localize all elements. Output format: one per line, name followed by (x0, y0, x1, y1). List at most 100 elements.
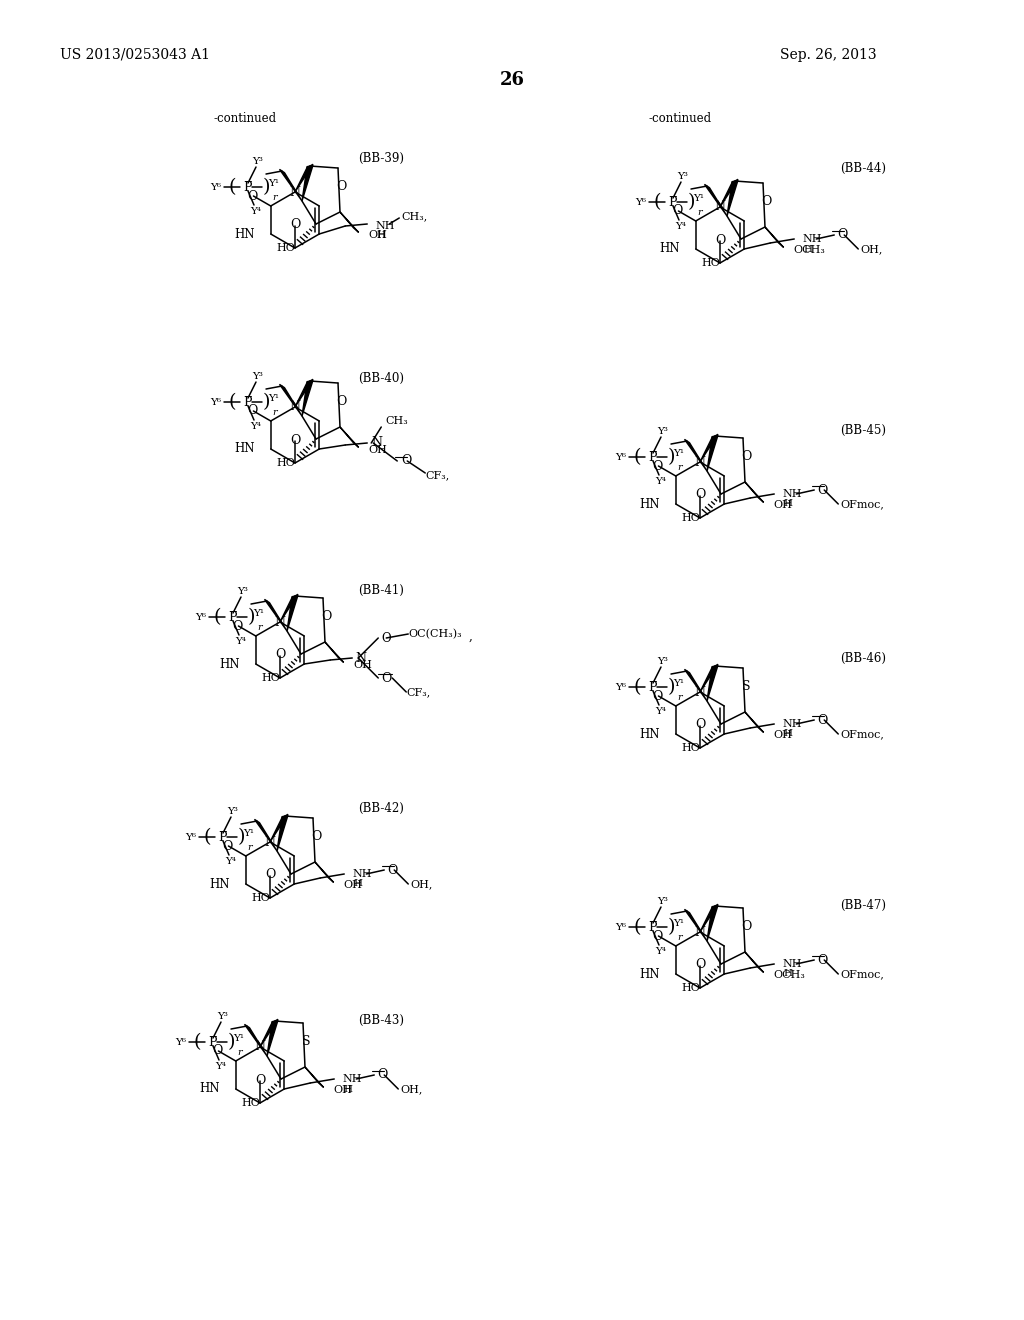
Text: Y¹: Y¹ (268, 393, 279, 403)
Text: O: O (838, 228, 848, 242)
Text: (: ( (203, 828, 211, 846)
Text: Y⁶: Y⁶ (211, 397, 221, 407)
Text: N: N (694, 455, 706, 469)
Text: O: O (761, 194, 771, 207)
Text: Y¹: Y¹ (243, 829, 254, 837)
Text: OFmoc,: OFmoc, (841, 499, 884, 510)
Text: (BB-45): (BB-45) (840, 424, 886, 437)
Text: OH: OH (368, 445, 387, 455)
Polygon shape (245, 1024, 267, 1056)
Text: Y⁴: Y⁴ (225, 857, 237, 866)
Text: (: ( (633, 917, 641, 936)
Text: N: N (715, 201, 725, 214)
Text: N: N (264, 836, 275, 849)
Text: ): ) (238, 828, 245, 846)
Text: O: O (381, 672, 391, 685)
Text: NH: NH (352, 869, 372, 879)
Text: O: O (695, 958, 706, 972)
Text: N: N (355, 652, 367, 664)
Text: OH: OH (773, 730, 792, 741)
Text: H: H (353, 879, 362, 888)
Text: (: ( (653, 193, 660, 211)
Text: H: H (344, 1085, 352, 1093)
Text: P: P (244, 396, 252, 408)
Polygon shape (280, 169, 302, 201)
Text: r: r (272, 408, 276, 417)
Text: O: O (232, 619, 243, 632)
Text: P: P (228, 611, 238, 623)
Text: Y⁴: Y⁴ (655, 477, 667, 486)
Text: HN: HN (234, 442, 255, 455)
Polygon shape (325, 642, 344, 663)
Text: NH: NH (342, 1074, 361, 1084)
Polygon shape (765, 227, 783, 247)
Text: P: P (219, 830, 227, 843)
Text: Y¹: Y¹ (233, 1034, 244, 1043)
Text: (: ( (633, 447, 641, 466)
Text: OCH₃: OCH₃ (793, 246, 825, 255)
Text: HO: HO (276, 458, 296, 469)
Polygon shape (720, 180, 738, 207)
Text: H: H (783, 730, 793, 738)
Polygon shape (684, 440, 707, 471)
Text: ): ) (668, 917, 675, 936)
Text: N: N (694, 685, 706, 698)
Text: O: O (247, 190, 258, 202)
Text: S: S (741, 680, 751, 693)
Text: HN: HN (639, 968, 659, 981)
Text: O: O (290, 433, 300, 446)
Text: (BB-43): (BB-43) (358, 1014, 404, 1027)
Text: N: N (255, 1040, 265, 1053)
Text: (BB-44): (BB-44) (840, 161, 886, 174)
Text: OH,: OH, (411, 879, 432, 888)
Text: O: O (817, 483, 827, 496)
Polygon shape (707, 906, 718, 941)
Text: (BB-39): (BB-39) (358, 152, 404, 165)
Text: r: r (677, 693, 682, 701)
Text: ): ) (668, 678, 675, 696)
Text: (BB-42): (BB-42) (358, 801, 403, 814)
Text: O: O (715, 234, 725, 247)
Text: Y³: Y³ (253, 371, 263, 380)
Polygon shape (700, 664, 718, 692)
Text: OH,: OH, (400, 1084, 423, 1094)
Text: ): ) (247, 609, 255, 626)
Text: OCH₃: OCH₃ (773, 970, 805, 979)
Text: P: P (649, 450, 657, 463)
Text: HO: HO (682, 983, 700, 993)
Polygon shape (302, 165, 313, 201)
Text: NH: NH (782, 960, 802, 969)
Text: HN: HN (234, 227, 255, 240)
Polygon shape (745, 482, 764, 503)
Text: H: H (783, 499, 793, 508)
Text: O: O (740, 920, 752, 932)
Text: ): ) (668, 447, 675, 466)
Text: O: O (212, 1044, 222, 1057)
Text: N: N (694, 925, 706, 939)
Polygon shape (302, 380, 313, 416)
Text: (BB-40): (BB-40) (358, 371, 404, 384)
Text: Y³: Y³ (238, 586, 249, 595)
Text: 26: 26 (500, 71, 524, 88)
Text: Y⁴: Y⁴ (655, 706, 667, 715)
Polygon shape (295, 379, 313, 407)
Text: Y⁴: Y⁴ (236, 636, 247, 645)
Text: (: ( (228, 178, 236, 195)
Text: P: P (649, 920, 657, 933)
Text: Y⁶: Y⁶ (615, 923, 627, 932)
Text: HO: HO (242, 1098, 260, 1107)
Text: -continued: -continued (213, 111, 276, 124)
Text: OH: OH (368, 230, 387, 240)
Polygon shape (700, 904, 718, 932)
Text: HN: HN (639, 498, 659, 511)
Text: Y¹: Y¹ (253, 609, 264, 618)
Text: O: O (336, 180, 346, 193)
Text: Y¹: Y¹ (673, 919, 684, 928)
Text: HO: HO (252, 894, 270, 903)
Text: O: O (222, 840, 232, 853)
Polygon shape (287, 595, 298, 631)
Text: US 2013/0253043 A1: US 2013/0253043 A1 (60, 48, 210, 62)
Text: r: r (677, 462, 682, 471)
Text: OH: OH (773, 500, 792, 510)
Text: Y⁶: Y⁶ (175, 1038, 186, 1047)
